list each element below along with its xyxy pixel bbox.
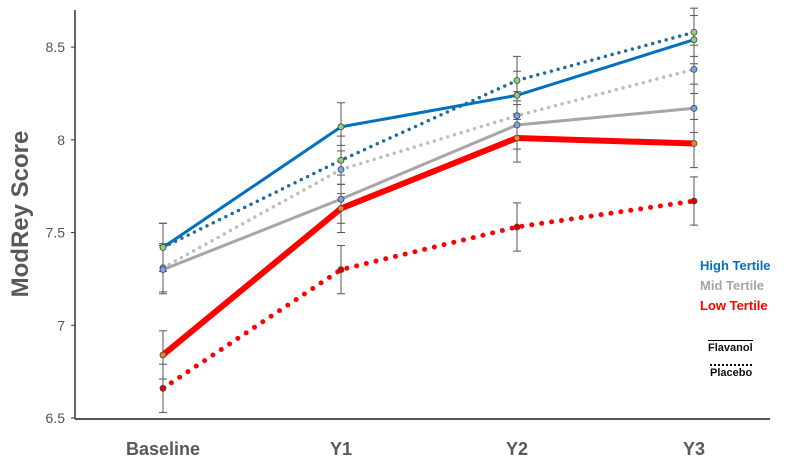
- data-point: [513, 77, 521, 84]
- data-point: [337, 166, 345, 173]
- y-tick-label: 7.5: [46, 225, 66, 241]
- series-line: [160, 198, 697, 391]
- x-tick-label: Y2: [506, 439, 528, 459]
- x-tick-label: Baseline: [126, 439, 200, 459]
- data-point: [337, 205, 345, 212]
- data-point: [690, 197, 698, 205]
- data-point: [159, 351, 167, 359]
- legend-mid: Mid Tertile: [700, 278, 765, 293]
- data-point: [690, 65, 698, 73]
- data-point: [337, 156, 345, 164]
- x-tick-label: Y1: [330, 439, 352, 459]
- data-point: [690, 140, 698, 147]
- data-point: [513, 121, 521, 129]
- data-point: [690, 104, 698, 112]
- y-tick-label: 6.5: [46, 410, 66, 426]
- series-line: [161, 67, 696, 270]
- series-line: [161, 30, 696, 250]
- data-point: [690, 28, 698, 36]
- legend-low: Low Tertile: [700, 298, 768, 313]
- series-line: [160, 134, 697, 358]
- legend-high: High Tertile: [700, 258, 771, 273]
- data-point: [159, 384, 167, 392]
- y-tick-label: 8: [57, 132, 65, 148]
- y-axis-label: ModRey Score: [7, 131, 34, 298]
- data-point: [513, 112, 521, 120]
- data-point: [337, 266, 345, 274]
- series-line: [161, 106, 696, 272]
- data-point: [337, 123, 345, 131]
- series-line: [161, 38, 696, 249]
- data-point: [159, 266, 167, 274]
- legend-placebo: Placebo: [710, 364, 753, 379]
- data-point: [513, 91, 521, 99]
- data-point: [337, 195, 345, 203]
- legend-flavanol: Flavanol: [708, 340, 753, 354]
- data-point: [513, 223, 521, 231]
- data-point: [690, 36, 698, 44]
- y-tick-label: 7: [57, 317, 65, 333]
- data-point: [159, 243, 167, 251]
- data-point: [513, 134, 521, 142]
- x-tick-label: Y3: [683, 439, 705, 459]
- y-tick-label: 8.5: [46, 39, 66, 55]
